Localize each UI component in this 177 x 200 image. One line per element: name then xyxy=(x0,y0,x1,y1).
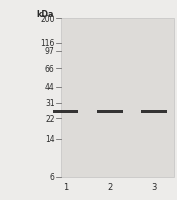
Text: 116: 116 xyxy=(40,39,55,48)
Text: 66: 66 xyxy=(45,64,55,73)
Text: 3: 3 xyxy=(151,183,157,191)
Bar xyxy=(97,111,122,113)
Bar xyxy=(141,111,167,113)
Text: 1: 1 xyxy=(63,183,68,191)
Text: 22: 22 xyxy=(45,114,55,123)
Text: 44: 44 xyxy=(45,83,55,92)
Text: 6: 6 xyxy=(50,173,55,181)
Text: 31: 31 xyxy=(45,99,55,107)
Bar xyxy=(53,111,78,113)
Bar xyxy=(61,19,174,177)
Text: 14: 14 xyxy=(45,134,55,143)
Text: 2: 2 xyxy=(107,183,112,191)
Text: kDa: kDa xyxy=(36,10,54,19)
Text: 97: 97 xyxy=(45,47,55,56)
Text: 200: 200 xyxy=(40,15,55,23)
